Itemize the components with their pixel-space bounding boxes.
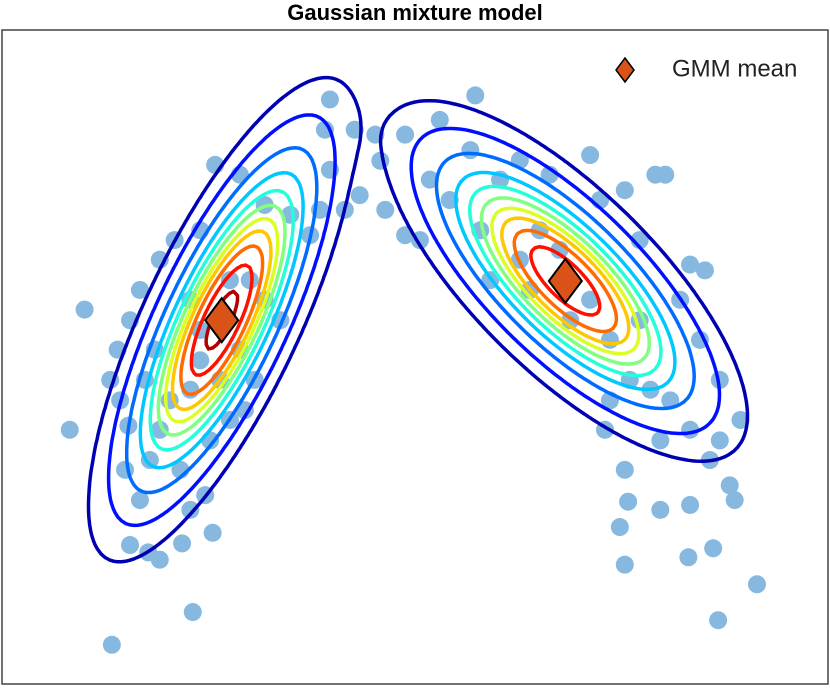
gmm-mean [547,257,584,305]
point [420,170,439,189]
point [75,300,94,319]
contour [106,113,722,528]
contour [170,216,631,412]
point [651,500,670,519]
point [181,500,200,519]
contours [86,75,750,564]
contour [86,75,750,564]
point [350,186,369,205]
point [656,165,675,184]
point [610,518,629,537]
contour [148,184,663,452]
point [315,120,334,139]
legend-label: GMM mean [672,55,797,82]
point [704,539,723,558]
point [615,555,634,574]
point [747,575,766,594]
point [376,200,395,219]
point [695,261,714,280]
point [183,603,202,622]
point [396,125,415,144]
point [320,90,339,109]
point [679,548,698,567]
point [461,141,480,160]
point [430,110,449,129]
plot-area [1,29,829,685]
legend-marker [615,56,635,84]
point [720,476,739,495]
point [60,420,79,439]
point [150,550,169,569]
point [102,635,121,654]
point [581,290,600,309]
point [203,523,222,542]
point [681,495,700,514]
point [651,431,670,450]
point [240,271,259,290]
point [130,280,149,299]
point [371,151,390,170]
point [220,271,239,290]
contour [179,228,619,397]
point [466,86,485,105]
point [130,491,149,510]
contour [156,196,651,437]
point [681,255,700,274]
contour [138,170,677,470]
point [191,351,210,370]
contour [163,206,641,424]
chart-title: Gaussian mixture model [287,0,543,25]
point [121,536,140,555]
contour [124,146,696,495]
point [581,146,600,165]
point [440,191,459,210]
point [615,460,634,479]
point [615,181,634,200]
point [710,431,729,450]
contour [189,245,602,377]
gmm-mean [203,296,240,344]
point [619,492,638,511]
point [150,420,169,439]
point [731,410,750,429]
point [600,330,619,349]
point [725,491,744,510]
point [709,611,728,630]
point [173,534,192,553]
marks: GMM mean [203,55,797,344]
